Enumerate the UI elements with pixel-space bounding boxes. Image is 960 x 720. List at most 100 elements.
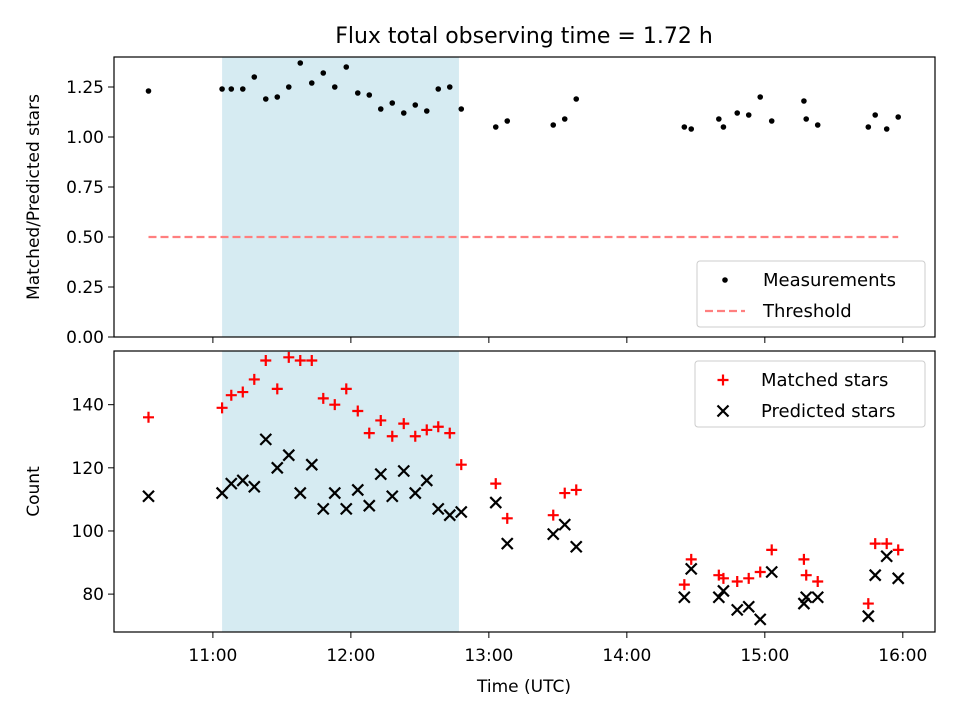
measurements-point [688,126,695,132]
matched-stars-point [862,598,874,610]
y-tick-label: 0.25 [66,278,104,298]
predicted-stars-point [678,590,691,604]
axes-frame [113,56,936,338]
y-axis-label: Matched/Predicted stars [24,94,44,300]
predicted-stars-point [765,565,778,579]
matched-stars-point [812,575,824,587]
x-axis-label: Time (UTC) [476,677,571,697]
measurements-point [814,122,821,128]
measurements-point [251,74,258,80]
y-tick-label: 1.25 [66,78,104,98]
predicted-stars-point [546,527,560,541]
predicted-stars-point [891,572,905,585]
measurements-point [423,108,430,114]
matched-stars-point [216,402,228,414]
predicted-stars-point [569,540,583,554]
measurements-point [801,98,807,104]
legend-label: Threshold [762,301,852,322]
matched-stars-point [306,354,318,366]
chart-title: Flux total observing time = 1.72 h [335,24,713,49]
predicted-stars-point [259,433,273,446]
measurements-point [343,64,350,70]
matched-stars-point [271,383,283,395]
predicted-stars-point [420,474,434,487]
predicted-stars-point [408,486,422,500]
predicted-stars-point [684,562,698,576]
y-tick-label: 120 [72,459,104,479]
y-tick-label: 100 [72,522,104,542]
matched-stars-point [386,430,398,442]
y-tick-label: 0.75 [66,178,104,198]
measurements-point [446,84,453,90]
matched-stars-point [685,553,697,565]
measurements-point [492,124,499,130]
measurements-point [435,86,442,92]
matched-stars-point [892,544,904,556]
predicted-stars-point [500,537,514,550]
predicted-stars-point [742,600,756,614]
predicted-stars-point [282,448,296,462]
measurements-point [331,84,338,90]
matched-stars-point [352,405,364,417]
matched-stars-point [766,544,778,556]
y-tick-label: 1.00 [66,128,104,148]
measurements-point [768,118,775,124]
matched-stars-point [798,553,810,565]
x-tick-label: 12:00 [326,646,375,666]
matched-stars-point [294,354,306,366]
measurements-point [308,80,315,86]
measurements-point [297,60,304,66]
measurements-point [895,114,902,120]
measurements-point [734,110,741,116]
measurements-point [239,86,246,92]
measurements-point [716,116,722,122]
ratio-panel: 0.00 0.25 0.50 0.75 1.00 1.25 Matched/Predicte… [24,56,936,348]
predicted-stars-point [225,477,238,490]
y-tick-label: 140 [72,396,104,416]
legend-box [696,260,926,328]
legend-swatch [716,404,730,418]
measurements-point [720,124,727,130]
matched-stars-point [421,424,433,436]
predicted-stars-point [431,502,445,516]
predicted-stars-point [385,489,399,503]
predicted-stars-point [717,584,730,598]
measurements-point [389,100,396,106]
measurements-point [145,88,152,94]
measurements-point [377,106,384,112]
matched-stars-point [455,459,467,471]
predicted-stars-point [374,467,388,481]
legend-box [694,360,926,428]
predicted-stars-point [248,480,261,494]
measurements-point [561,116,568,122]
measurements-point [872,112,879,118]
x-tick-label: 13:00 [464,646,513,666]
matched-stars-point [869,538,881,550]
matched-stars-point [283,351,295,363]
matched-stars-point [678,579,690,591]
measurements-point [865,124,872,130]
predicted-stars-point [362,499,376,512]
matched-stars-point [317,392,329,404]
matched-stars-point [142,411,154,423]
matched-stars-point [225,389,237,401]
measurements-point [883,126,890,132]
y-tick-label: 0.50 [66,228,104,248]
measurements-point [504,118,511,124]
matched-stars-point [559,487,571,499]
matched-stars-point [490,478,502,490]
x-tick-label: 15:00 [740,646,789,666]
predicted-stars-point [811,590,824,604]
measurements-point [681,124,688,130]
legend-swatch [722,277,728,283]
predicted-stars-point [799,590,813,604]
predicted-stars-point [753,613,767,626]
predicted-stars-point [397,464,411,478]
predicted-stars-point [454,505,468,519]
x-tick-label: 14:00 [602,646,651,666]
matched-stars-point [237,386,249,398]
highlight-span [222,57,459,337]
measurements-point [219,86,225,92]
matched-stars-point [398,418,410,430]
measurements-point [803,116,810,122]
